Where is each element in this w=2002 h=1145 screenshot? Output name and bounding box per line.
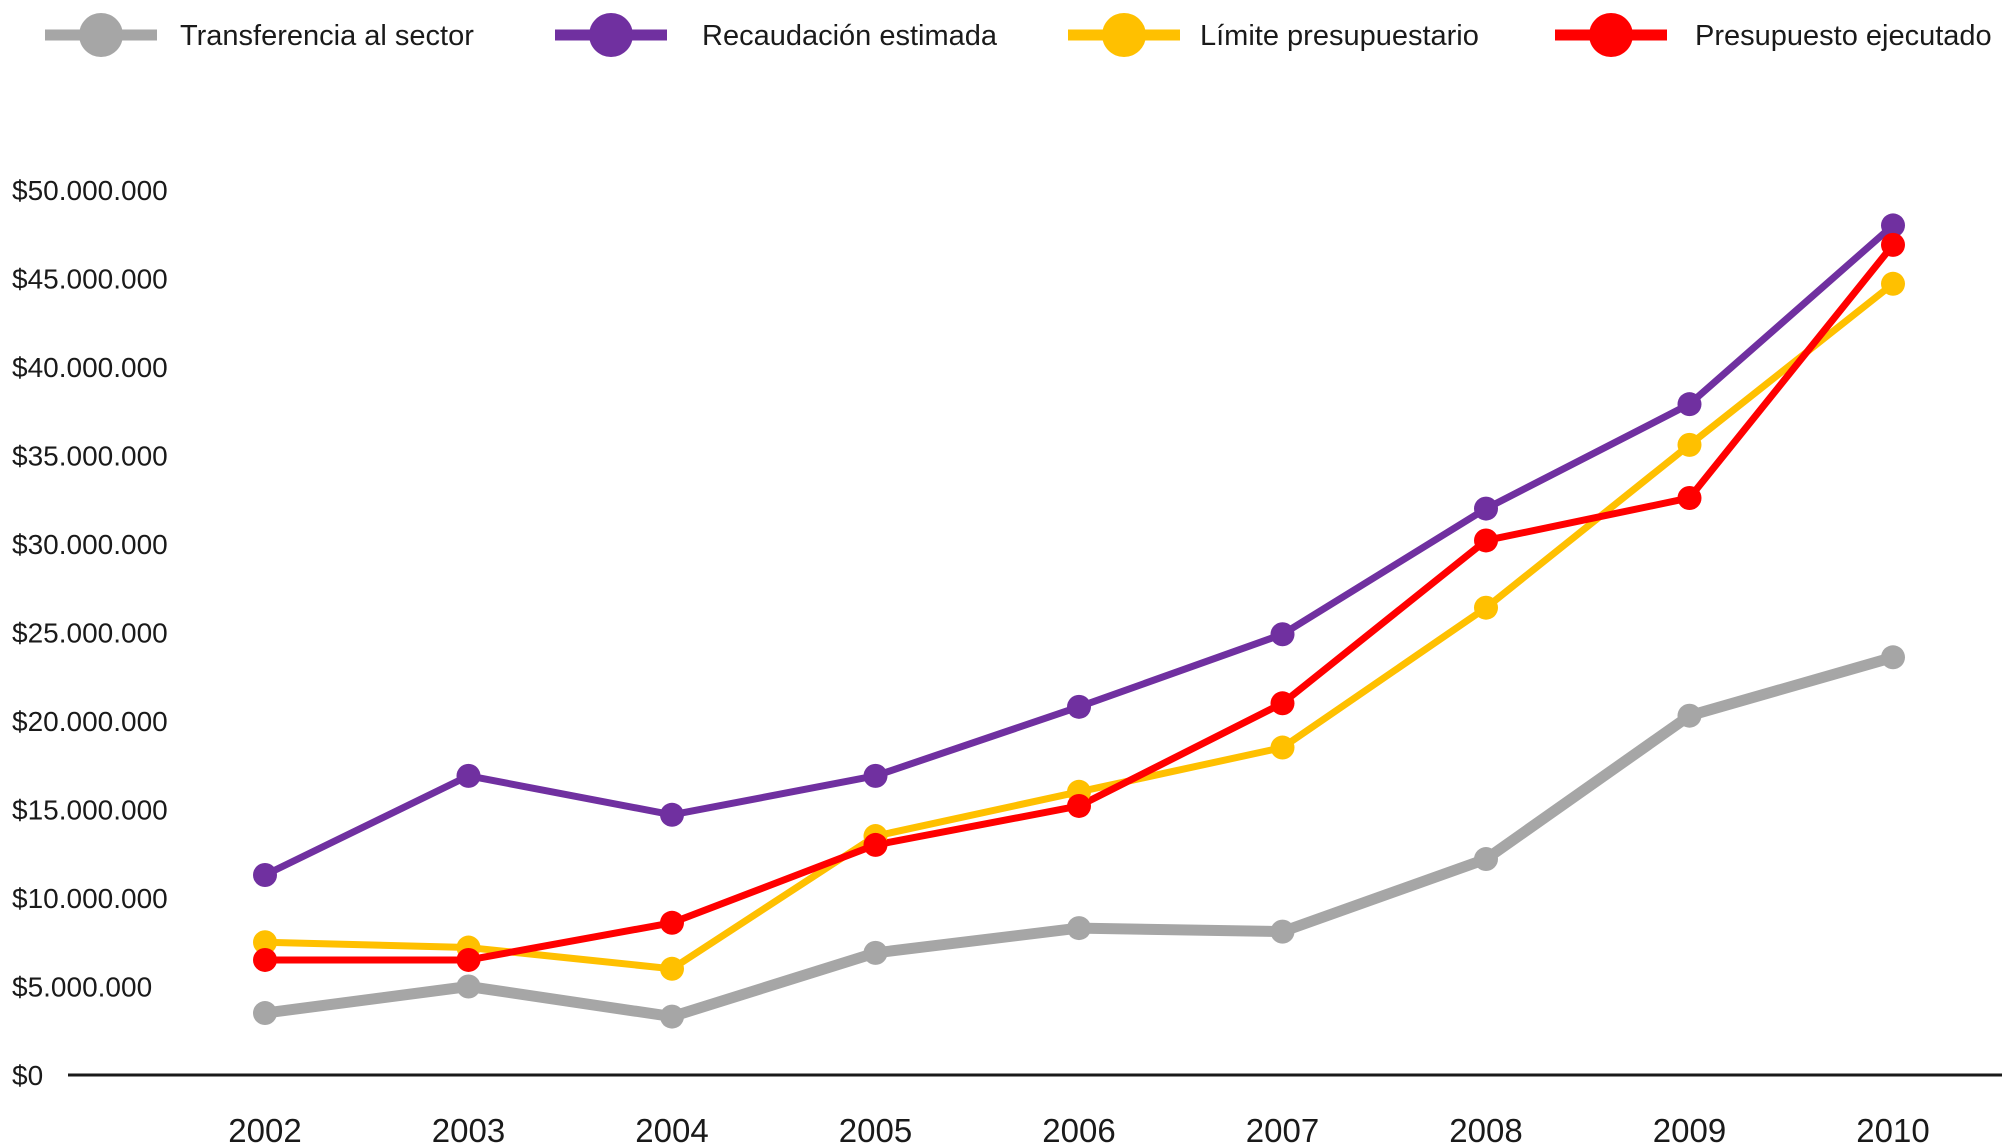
data-point	[1881, 213, 1905, 238]
series-line	[261, 221, 1897, 879]
y-tick-label: $15.000.000	[12, 795, 168, 826]
y-tick-label: $10.000.000	[12, 883, 168, 914]
y-tick-label: $40.000.000	[12, 352, 168, 383]
legend-item: Límite presupuestario	[1068, 13, 1479, 57]
x-tick-label: 2005	[839, 1112, 912, 1145]
data-point	[660, 910, 684, 935]
data-point	[1881, 232, 1905, 257]
data-point	[253, 947, 277, 972]
x-tick-label: 2004	[635, 1112, 708, 1145]
y-tick-label: $5.000.000	[12, 972, 152, 1003]
data-point	[863, 763, 888, 788]
legend-label: Límite presupuestario	[1200, 20, 1479, 52]
x-tick-label: 2010	[1856, 1112, 1929, 1145]
data-point	[1474, 528, 1498, 553]
data-point	[1677, 703, 1702, 728]
x-tick-label: 2002	[228, 1112, 301, 1145]
data-point	[1677, 485, 1702, 510]
data-point	[1677, 432, 1702, 457]
y-axis: $0 $5.000.000 $10.000.000 $15.000.000 $20.00…	[12, 175, 168, 1091]
legend-label: Presupuesto ejecutado	[1695, 20, 1992, 52]
y-tick-label: $30.000.000	[12, 529, 168, 560]
series-line	[261, 280, 1897, 973]
data-point	[1270, 622, 1295, 647]
data-point	[863, 832, 888, 857]
data-point	[1270, 735, 1295, 760]
x-axis: 2002 2003 2004 2005 2006 2007 2008 2009 2010	[68, 1073, 2002, 1145]
data-point	[456, 974, 481, 999]
data-point	[1474, 496, 1498, 521]
data-point	[253, 1001, 277, 1026]
data-point	[863, 940, 888, 965]
data-point	[1067, 793, 1091, 818]
data-point	[1474, 847, 1498, 872]
x-tick-label: 2003	[432, 1112, 505, 1145]
legend-swatch-marker	[1589, 13, 1633, 57]
legend-label: Recaudación estimada	[702, 20, 998, 52]
data-point	[456, 947, 481, 972]
series-line	[261, 241, 1897, 964]
data-point	[1677, 392, 1702, 417]
legend-label: Transferencia al sector	[180, 20, 474, 52]
x-tick-label: 2008	[1449, 1112, 1522, 1145]
legend-item: Presupuesto ejecutado	[1555, 13, 1992, 57]
data-point	[456, 763, 481, 788]
data-point	[1067, 916, 1091, 941]
chart-legend: Transferencia al sector Recaudación estim…	[45, 13, 1992, 57]
legend-swatch-marker	[589, 13, 633, 57]
series-points	[253, 213, 1905, 1029]
y-tick-label: $0	[12, 1060, 43, 1091]
y-tick-label: $50.000.000	[12, 175, 168, 206]
data-point	[1270, 919, 1295, 944]
data-point	[660, 1004, 684, 1029]
data-point	[253, 862, 277, 887]
legend-item: Recaudación estimada	[555, 13, 998, 57]
data-point	[1881, 645, 1905, 670]
y-tick-label: $35.000.000	[12, 441, 168, 472]
x-tick-label: 2009	[1653, 1112, 1726, 1145]
data-point	[660, 956, 684, 981]
data-point	[1270, 691, 1295, 716]
data-point	[1881, 271, 1905, 296]
y-tick-label: $45.000.000	[12, 264, 168, 295]
y-tick-label: $25.000.000	[12, 618, 168, 649]
x-tick-label: 2006	[1042, 1112, 1115, 1145]
data-point	[1474, 595, 1498, 620]
series-lines	[259, 221, 1899, 1023]
data-point	[253, 930, 277, 955]
legend-swatch-marker	[79, 13, 123, 57]
data-point	[1067, 694, 1091, 719]
y-tick-label: $20.000.000	[12, 706, 168, 737]
legend-swatch-marker	[1102, 13, 1146, 57]
legend-item: Transferencia al sector	[45, 13, 474, 57]
x-tick-label: 2007	[1246, 1112, 1319, 1145]
data-point	[660, 802, 684, 827]
